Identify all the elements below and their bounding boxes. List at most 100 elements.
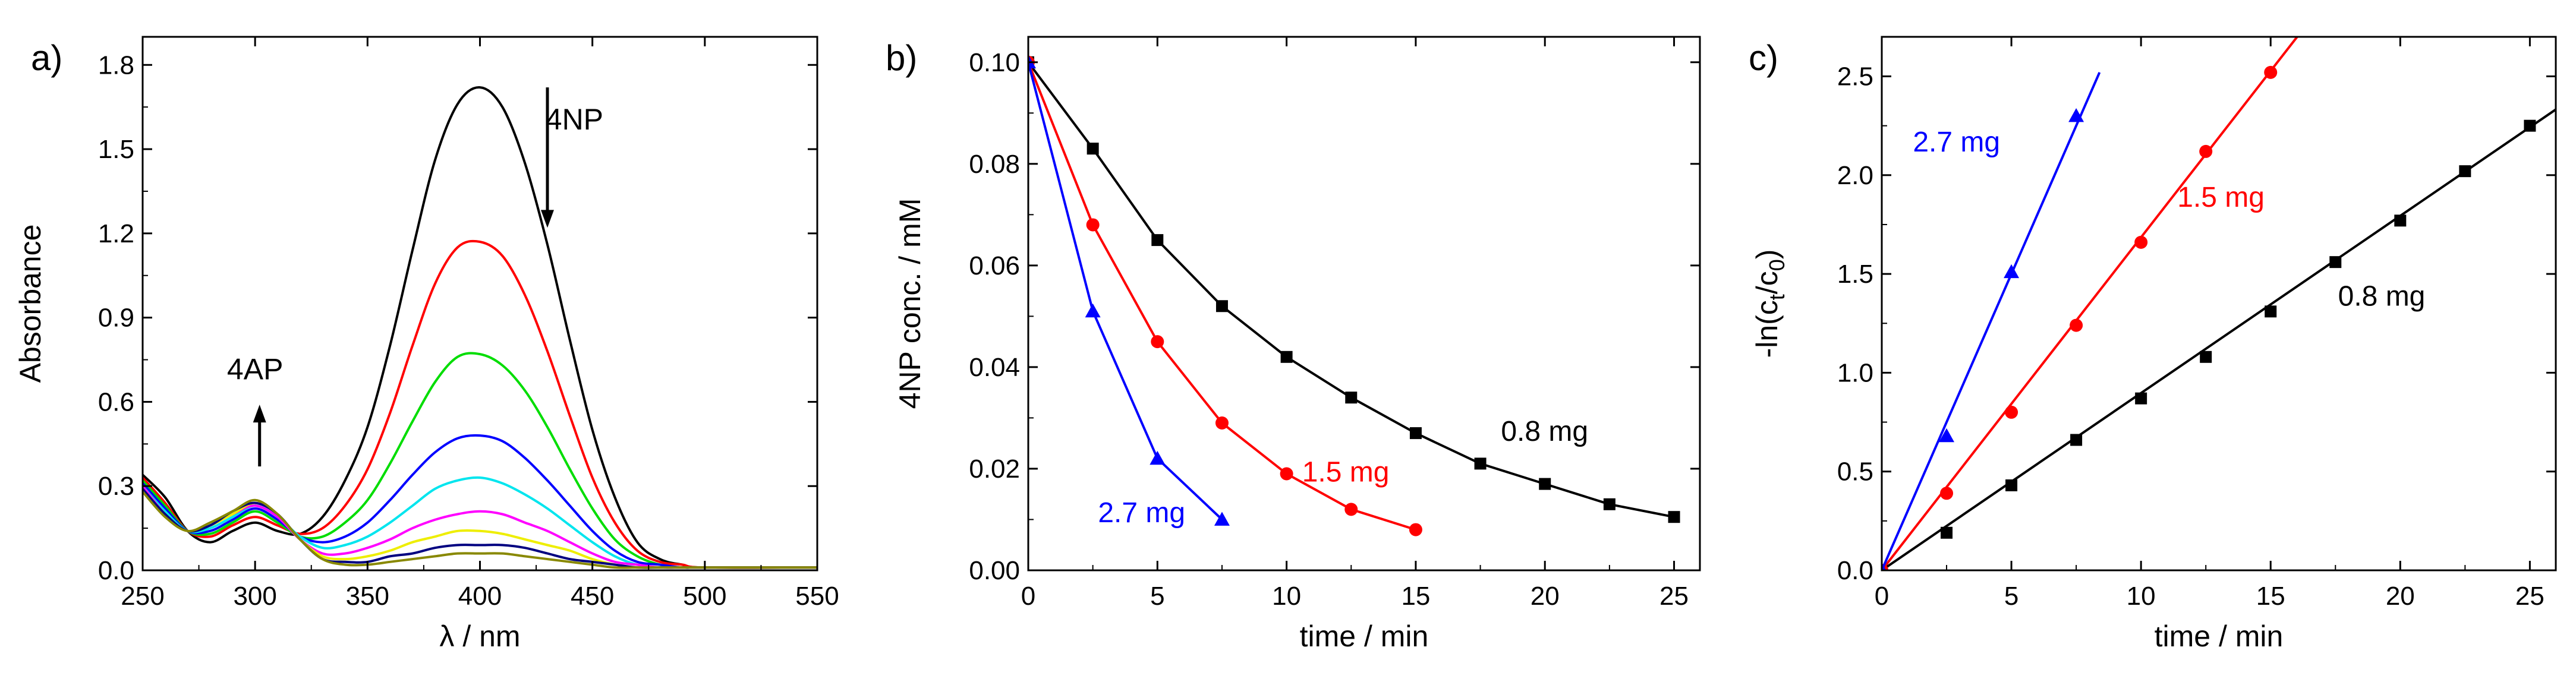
plot-frame bbox=[1027, 36, 1701, 572]
y-tick-label-0: 0.00 bbox=[969, 556, 1020, 585]
series-label-2_7-mg: 2.7 mg bbox=[1098, 497, 1185, 529]
series-2_7-mg-point-3 bbox=[1214, 512, 1230, 526]
x-tick-label-4: 450 bbox=[571, 582, 614, 611]
annotation-4np: 4NP bbox=[546, 103, 603, 136]
series-label-1_5-mg: 1.5 mg bbox=[1302, 456, 1390, 488]
series-t6-line bbox=[143, 488, 817, 569]
series-0_8-mg-point-8 bbox=[1539, 478, 1551, 490]
series-t3-line bbox=[143, 434, 817, 569]
panel-label: c) bbox=[1749, 38, 1778, 78]
y-tick-label-1: 0.5 bbox=[1837, 457, 1873, 487]
y-axis-label: 4NP conc. / mM bbox=[893, 198, 927, 409]
series-0_8-mg-line bbox=[1028, 61, 1674, 519]
series-0_8-mg-point-2 bbox=[1151, 234, 1164, 247]
x-tick-label-2: 350 bbox=[346, 582, 389, 611]
y-tick-label-4: 2.0 bbox=[1837, 161, 1873, 190]
chart-panel-a: 250 300 350 400 450 500 550 0.0 0.3 0.6 0.9 1.2 1.5 1… bbox=[14, 36, 839, 653]
x-tick-label-3: 400 bbox=[458, 582, 502, 611]
series-1_5-mg-point-2 bbox=[2005, 405, 2018, 419]
plot-area bbox=[143, 86, 817, 569]
x-tick-label-2: 10 bbox=[1272, 582, 1301, 611]
y-tick-label-3: 0.9 bbox=[98, 304, 134, 333]
series-t7-line bbox=[143, 488, 817, 569]
series-0_8-mg-point-9 bbox=[1603, 498, 1615, 510]
plot-frame bbox=[1881, 36, 2557, 572]
series-label-1_5-mg: 1.5 mg bbox=[2177, 182, 2265, 213]
series-0_8-mg-point-5 bbox=[1345, 391, 1358, 404]
series-0_8-mg-point-4 bbox=[1280, 351, 1293, 363]
series-t8-line bbox=[143, 491, 817, 569]
series-2_7-mg-point-2 bbox=[2004, 264, 2020, 279]
x-tick-label-5: 25 bbox=[1659, 582, 1689, 611]
x-tick-label-0: 250 bbox=[121, 582, 164, 611]
annotation-4ap: 4AP bbox=[227, 353, 284, 386]
x-tick-label-0: 0 bbox=[1875, 582, 1889, 611]
series-1_5-mg-point-4 bbox=[2134, 235, 2148, 249]
x-tick-label-5: 25 bbox=[2515, 582, 2544, 611]
y-tick-label-0: 0.0 bbox=[98, 556, 134, 585]
series-0_8-mg-point-10 bbox=[1668, 511, 1680, 523]
chart-panel-b: 0 5 10 15 20 25 0.00 0.02 0.04 0.06 0.08 0.10 time /… bbox=[886, 36, 1701, 653]
series-2_7-mg-point-1 bbox=[1085, 303, 1101, 318]
y-tick-label-4: 0.08 bbox=[969, 150, 1020, 179]
series-0_8-mg-point-2 bbox=[2005, 479, 2018, 491]
series-t2-line bbox=[143, 352, 817, 569]
series-1_5-mg-point-1 bbox=[1086, 218, 1100, 232]
series-0_8-mg-point-9 bbox=[2459, 165, 2471, 178]
series-1_5-mg-point-6 bbox=[1409, 523, 1422, 536]
annotation-arrow-up-head bbox=[253, 405, 266, 423]
x-tick-label-4: 20 bbox=[2386, 582, 2415, 611]
y-tick-label-2: 0.04 bbox=[969, 353, 1020, 382]
y-tick-label-1: 0.3 bbox=[98, 472, 134, 501]
series-2_7-mg-point-1 bbox=[1939, 428, 1955, 443]
x-tick-label-6: 550 bbox=[795, 582, 839, 611]
x-tick-label-2: 10 bbox=[2127, 582, 2156, 611]
y-axis-label-part-4: 0 bbox=[1765, 259, 1789, 271]
series-2_7-mg-fit-line bbox=[1882, 72, 2101, 570]
series-1_5-mg-point-6 bbox=[2264, 65, 2278, 79]
x-tick-label-3: 15 bbox=[1401, 582, 1430, 611]
y-tick-label-1: 0.02 bbox=[969, 454, 1020, 484]
series-0_8-mg-point-6 bbox=[2265, 305, 2277, 318]
plot-area bbox=[1028, 54, 1680, 536]
x-axis-label: time / min bbox=[1300, 620, 1429, 653]
series-0_8-mg-point-7 bbox=[2329, 256, 2342, 269]
series-0_8-mg-point-3 bbox=[1215, 300, 1228, 312]
series-1_5-mg-point-5 bbox=[2199, 144, 2213, 158]
x-axis-label: time / min bbox=[2155, 620, 2284, 653]
panel-label: a) bbox=[31, 38, 62, 78]
y-axis-label: -ln(ct/c0) bbox=[1750, 250, 1789, 358]
x-axis-label: λ / nm bbox=[439, 620, 520, 653]
y-axis-label-part-3: /c bbox=[1750, 271, 1784, 294]
x-tick-label-4: 20 bbox=[1531, 582, 1560, 611]
series-0_8-mg-point-3 bbox=[2070, 434, 2083, 446]
series-1_5-mg-point-2 bbox=[1151, 335, 1164, 349]
plot-area bbox=[1882, 37, 2556, 570]
series-0_8-mg-fit-line bbox=[1882, 108, 2556, 570]
series-1_5-mg-point-3 bbox=[1215, 416, 1229, 430]
series-0_8-mg-point-8 bbox=[2394, 214, 2407, 227]
panel-label: b) bbox=[886, 38, 917, 78]
x-tick-label-3: 15 bbox=[2256, 582, 2285, 611]
series-0_8-mg-point-5 bbox=[2200, 351, 2212, 363]
series-2_7-mg-point-2 bbox=[1150, 450, 1166, 465]
series-1_5-mg-point-5 bbox=[1344, 503, 1358, 516]
x-tick-label-1: 5 bbox=[1150, 582, 1164, 611]
series-0_8-mg-point-1 bbox=[1087, 143, 1099, 155]
y-tick-label-5: 2.5 bbox=[1837, 62, 1873, 91]
series-2_7-mg-point-0 bbox=[1028, 54, 1036, 69]
series-0_8-mg-point-6 bbox=[1409, 427, 1422, 440]
y-tick-label-5: 1.5 bbox=[98, 135, 134, 164]
y-tick-label-2: 0.6 bbox=[98, 387, 134, 416]
annotation-arrow-down-head bbox=[541, 210, 554, 228]
series-0_8-mg-point-10 bbox=[2524, 119, 2536, 132]
series-2_7-mg-point-3 bbox=[2068, 108, 2084, 122]
y-tick-label-5: 0.10 bbox=[969, 48, 1020, 77]
series-label-0_8-mg: 0.8 mg bbox=[1501, 416, 1588, 447]
y-tick-label-3: 0.06 bbox=[969, 251, 1020, 280]
y-axis-label-part-0: -ln( bbox=[1750, 315, 1784, 358]
y-axis-label-part-5: ) bbox=[1750, 250, 1784, 260]
y-tick-label-3: 1.5 bbox=[1837, 260, 1873, 289]
y-tick-label-6: 1.8 bbox=[98, 50, 134, 80]
